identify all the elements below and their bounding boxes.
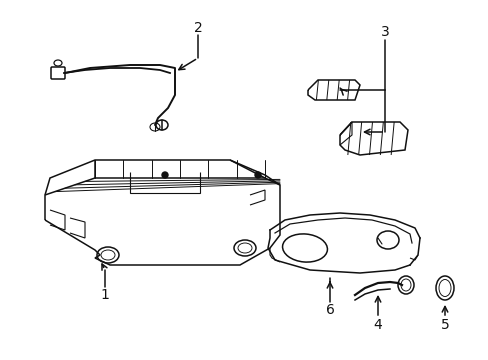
- Text: 4: 4: [373, 318, 382, 332]
- Circle shape: [254, 172, 261, 178]
- Text: 5: 5: [440, 318, 448, 332]
- Text: 1: 1: [101, 288, 109, 302]
- Text: 3: 3: [380, 25, 388, 39]
- Text: 2: 2: [193, 21, 202, 35]
- Text: 6: 6: [325, 303, 334, 317]
- Circle shape: [162, 172, 168, 178]
